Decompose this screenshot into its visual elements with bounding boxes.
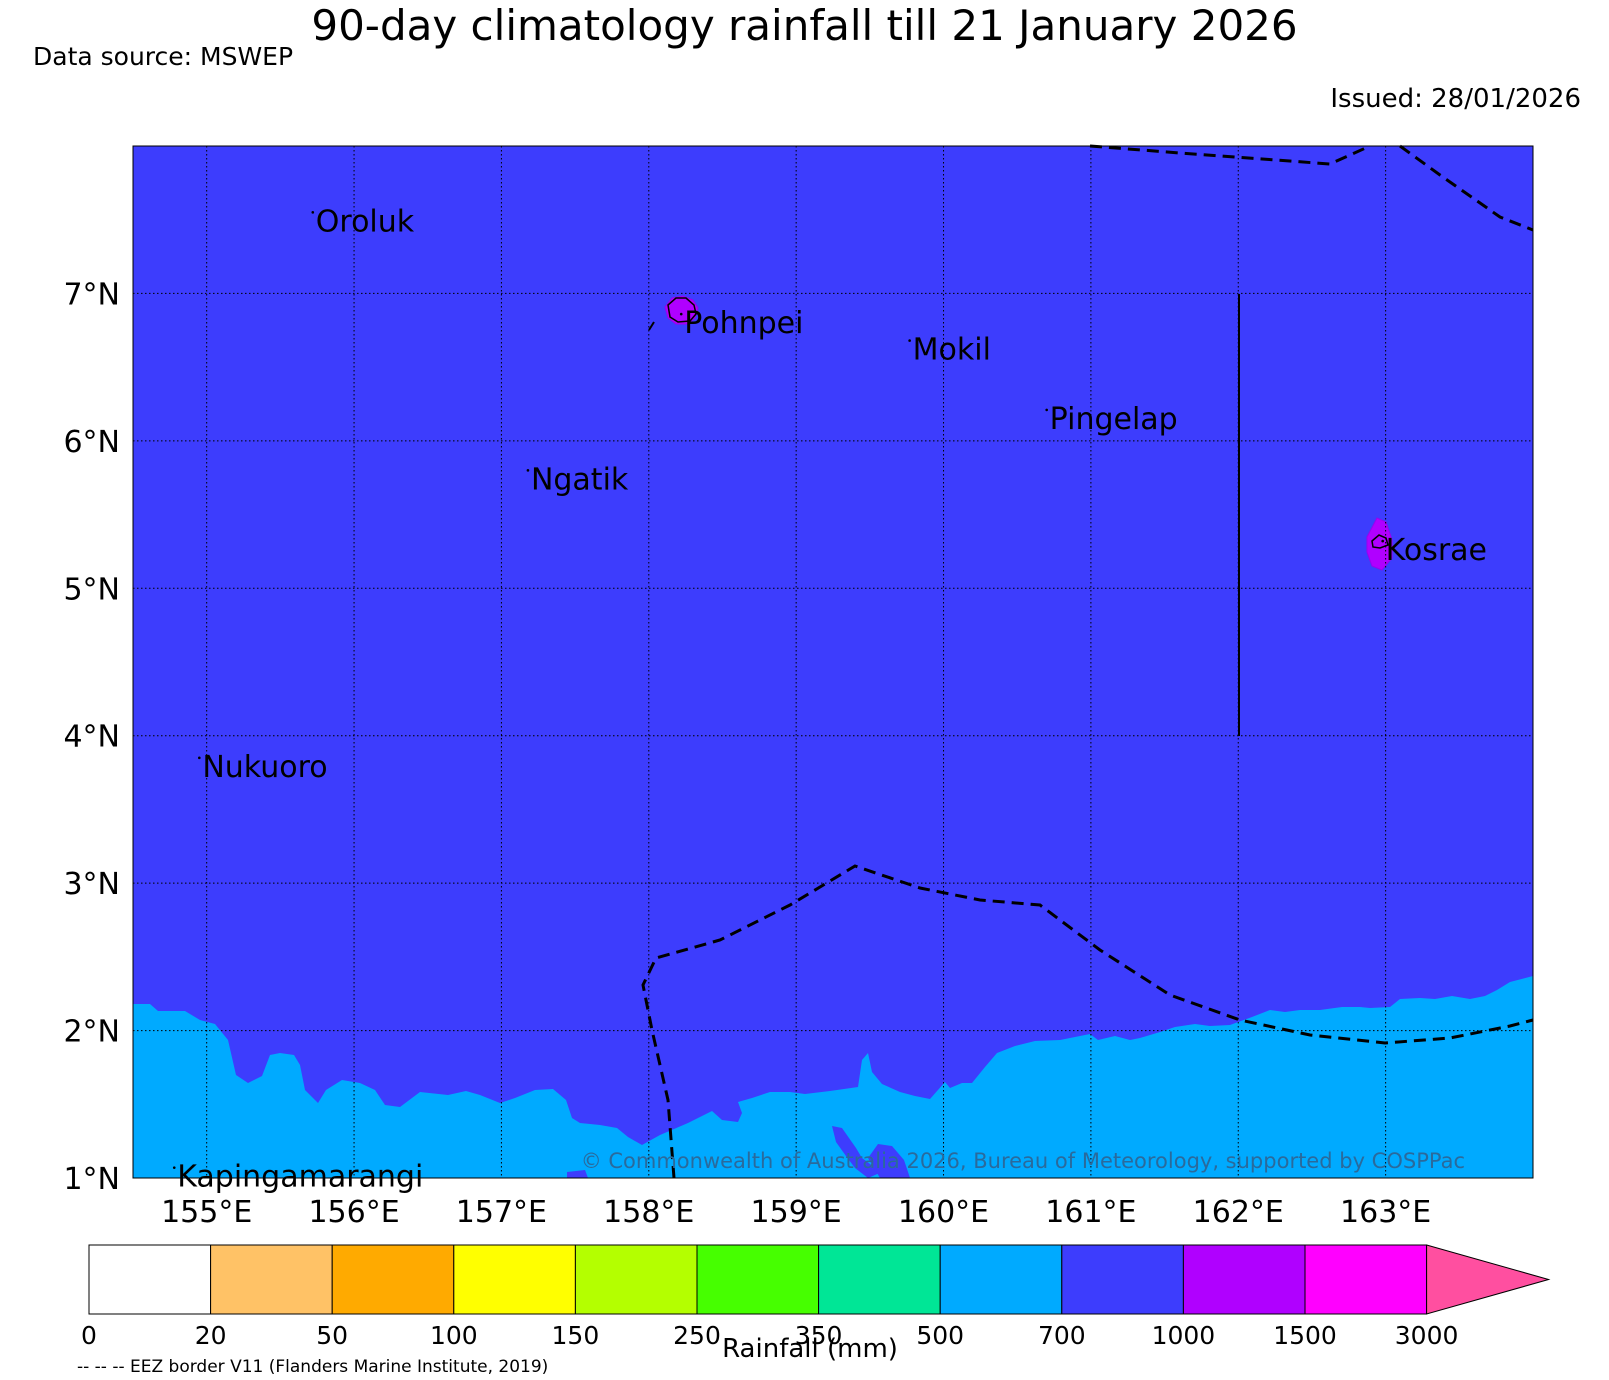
colorbar-tick-labels: 0 20 50 100 150 250 350 500 700 1000 1500 3000 — [81, 1321, 1458, 1350]
eez-border — [648, 321, 655, 331]
island-marker — [679, 312, 683, 316]
rain-zone-700-1000-patch — [832, 1126, 882, 1178]
longitude-tick-label: 162°E — [1193, 1195, 1284, 1230]
colorbar-segment — [1061, 1244, 1184, 1315]
island-marker — [198, 756, 201, 760]
colorbar-tick-label: 500 — [916, 1321, 964, 1350]
colorbar-segment — [210, 1244, 333, 1315]
colorbar-tick-label: 700 — [1038, 1321, 1086, 1350]
colorbar-segment — [696, 1244, 820, 1315]
latitude-tick-label: 1°N — [63, 1162, 120, 1197]
colorbar-tick-label: 100 — [430, 1321, 478, 1350]
island-label: Kapingamarangi — [177, 1160, 423, 1195]
colorbar-tick-label: 250 — [673, 1321, 721, 1350]
colorbar-tick-label: 1500 — [1273, 1321, 1337, 1350]
longitude-tick-label: 159°E — [751, 1195, 842, 1230]
island-marker — [1381, 539, 1384, 543]
pohnpei-coastline — [667, 297, 697, 323]
longitude-tick-label: 158°E — [603, 1195, 694, 1230]
longitude-tick-label: 160°E — [898, 1195, 989, 1230]
colorbar-tick-label: 50 — [316, 1321, 348, 1350]
colorbar-tick-label: 150 — [552, 1321, 600, 1350]
latitude-tick-label: 5°N — [63, 572, 120, 607]
map-title: 90-day climatology rainfall till 21 Janu… — [311, 1, 1298, 50]
island-labels: Oroluk Pohnpei Mokil Pingelap Ngatik Kosrae Nu… — [172, 204, 1487, 1195]
colorbar-segment — [1304, 1244, 1428, 1315]
map-frame — [132, 145, 1534, 1179]
colorbar-segment — [88, 1244, 212, 1315]
longitude-tick-label: 163°E — [1340, 1195, 1431, 1230]
colorbar-title: Rainfall (mm) — [722, 1334, 898, 1364]
colorbar-segment — [331, 1244, 455, 1315]
longitude-tick-label: 161°E — [1045, 1195, 1136, 1230]
longitude-tick-labels: 155°E 156°E 157°E 158°E 159°E 160°E 161°E 162°E… — [161, 1195, 1431, 1230]
longitude-tick-label: 156°E — [308, 1195, 399, 1230]
colorbar-tick-label: 20 — [195, 1321, 227, 1350]
rain-zone-500-700 — [133, 976, 1533, 1178]
latitude-tick-labels: 1°N 2°N 3°N 4°N 5°N 6°N 7°N — [63, 277, 120, 1197]
latitude-tick-label: 7°N — [63, 277, 120, 312]
eez-border — [1089, 144, 1534, 232]
island-label: Oroluk — [316, 204, 415, 239]
island-marker — [1045, 408, 1048, 412]
issued-date-label: Issued: 28/01/2026 — [1330, 84, 1581, 114]
colorbar-segment — [1182, 1244, 1306, 1315]
island-marker — [311, 211, 315, 214]
eez-border — [641, 864, 1534, 1179]
map-background — [133, 146, 1533, 1178]
eez-footnote: -- -- -- EEZ border V11 (Flanders Marine… — [77, 1357, 549, 1377]
island-marker — [172, 1166, 176, 1169]
colorbar-segment — [574, 1244, 698, 1315]
copyright-notice: © Commonwealth of Australia 2026, Bureau… — [581, 1149, 1465, 1173]
latitude-tick-label: 3°N — [63, 867, 120, 902]
island-marker — [908, 339, 911, 342]
colorbar-tick-label: 3000 — [1395, 1321, 1459, 1350]
island-label: Mokil — [913, 333, 991, 368]
island-label: Kosrae — [1386, 533, 1487, 568]
island-label: Ngatik — [531, 462, 629, 497]
latitude-tick-label: 4°N — [63, 720, 120, 755]
colorbar-segment — [453, 1244, 576, 1315]
colorbar-segment — [939, 1244, 1063, 1315]
kosrae-coastline — [1371, 534, 1389, 549]
colorbar-extension — [1426, 1244, 1551, 1315]
latitude-tick-label: 6°N — [63, 425, 120, 460]
colorbar — [88, 1244, 1551, 1315]
colorbar-segment — [818, 1244, 941, 1315]
rain-zone-700-1000-patch — [868, 1144, 910, 1178]
island-label: Pohnpei — [684, 306, 803, 341]
island-label: Pingelap — [1050, 402, 1178, 437]
island-label: Nukuoro — [202, 750, 327, 785]
colorbar-tick-label: 350 — [795, 1321, 843, 1350]
latitude-tick-label: 2°N — [63, 1015, 120, 1050]
data-source-label: Data source: MSWEP — [33, 42, 294, 71]
longitude-tick-label: 157°E — [456, 1195, 547, 1230]
longitude-tick-label: 155°E — [161, 1195, 252, 1230]
colorbar-tick-label: 0 — [81, 1321, 97, 1350]
island-marker — [526, 469, 530, 472]
colorbar-tick-label: 1000 — [1152, 1321, 1216, 1350]
rain-zone-700-1000-patch — [567, 1170, 588, 1178]
